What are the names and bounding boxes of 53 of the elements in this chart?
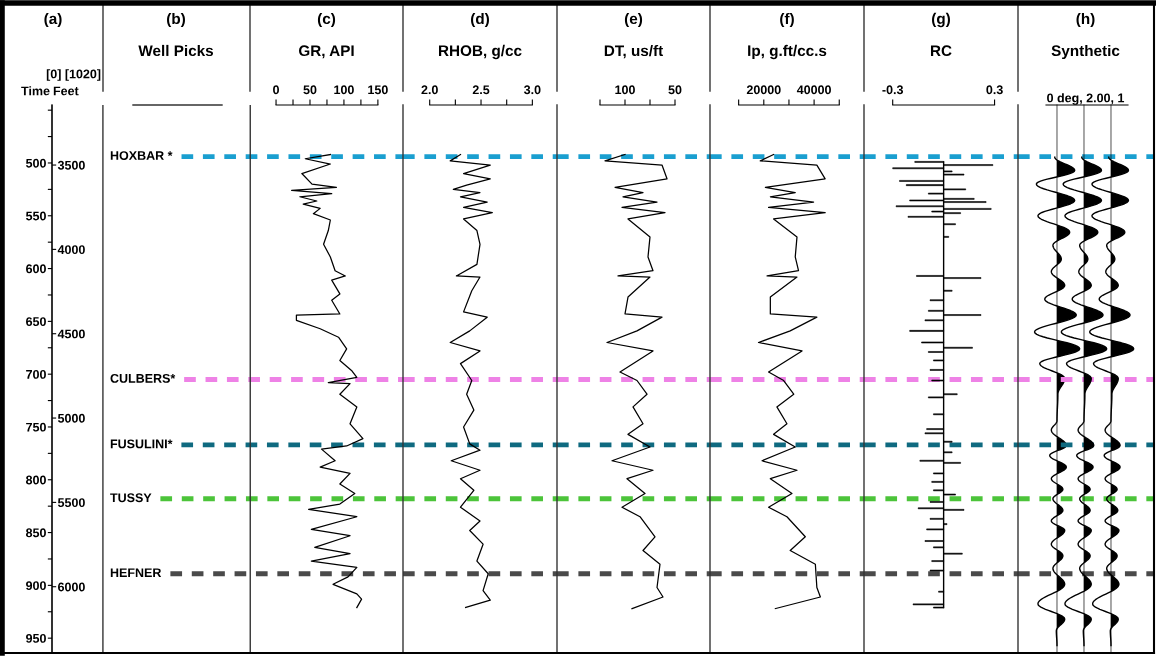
ref-line-label: CULBERS* (110, 373, 176, 383)
chart-title: (g) (932, 12, 950, 28)
y-tick-label: 750 (26, 422, 46, 432)
x-tick-label: 100 (615, 85, 635, 95)
x-tick-label: 2.5 (472, 85, 490, 95)
x-tick-label: 40000 (796, 85, 831, 95)
text: (b) (167, 12, 185, 28)
y2-tick-label: 6000 (58, 582, 85, 592)
y-tick-label: 650 (26, 317, 46, 327)
chart-title: (h) (1076, 12, 1095, 28)
chart-subtitle: Ip, g.ft/cc.s (748, 44, 827, 60)
y2-axis-title: Feet (53, 86, 79, 96)
x-axis-title: 0 deg, 2.00, 1 (1047, 93, 1125, 105)
chart-title: (c) (317, 12, 336, 28)
x-tick-label: 0 (273, 85, 280, 95)
ref-line-label: HOXBAR * (110, 151, 173, 160)
chart-subtitle: GR, API (298, 45, 354, 59)
text: (a) (44, 12, 62, 28)
y-tick-label: 500 (25, 158, 46, 168)
y-tick-label: 850 (25, 528, 46, 538)
x-tick-label: 100 (334, 85, 354, 95)
x-tick-label: 50 (668, 85, 682, 95)
chart-title: (e) (624, 12, 643, 28)
y-tick-label: 900 (26, 581, 46, 591)
y-tick-label: 700 (26, 369, 46, 379)
x-tick-label: 0.3 (986, 85, 1003, 95)
y-axis-title: Time (21, 86, 50, 96)
text: [0] [1020] (46, 69, 101, 81)
y2-tick-label: 4500 (57, 329, 85, 339)
y-tick-label: 800 (25, 475, 46, 485)
x-tick-label: 3.0 (523, 85, 541, 95)
x-tick-label: 20000 (746, 85, 781, 95)
ref-line-label: FUSULINI* (110, 439, 173, 449)
y-tick-label: 600 (26, 264, 46, 274)
y2-tick-label: 5500 (57, 498, 85, 508)
x-tick-label: 150 (368, 85, 388, 95)
text: Well Picks (138, 44, 214, 57)
y-tick-label: 550 (25, 211, 46, 221)
chart-subtitle: DT, us/ft (604, 44, 664, 59)
x-tick-label: -0.3 (882, 85, 904, 95)
x-tick-label: 50 (303, 85, 317, 95)
chart-subtitle: Synthetic (1051, 44, 1120, 60)
y2-tick-label: 3500 (57, 160, 85, 170)
ref-line-label: TUSSY (110, 493, 152, 503)
y2-tick-label: 4000 (57, 245, 85, 255)
ref-line-label: HEFNER (110, 568, 162, 577)
y-tick-label: 950 (26, 633, 46, 643)
y2-tick-label: 5000 (57, 413, 85, 423)
chart-subtitle: RC (930, 45, 952, 57)
x-tick-label: 2.0 (421, 85, 438, 95)
chart-subtitle: RHOB, g/cc (439, 44, 522, 60)
chart-title: (f) (780, 12, 794, 28)
chart-title: (d) (471, 12, 489, 28)
